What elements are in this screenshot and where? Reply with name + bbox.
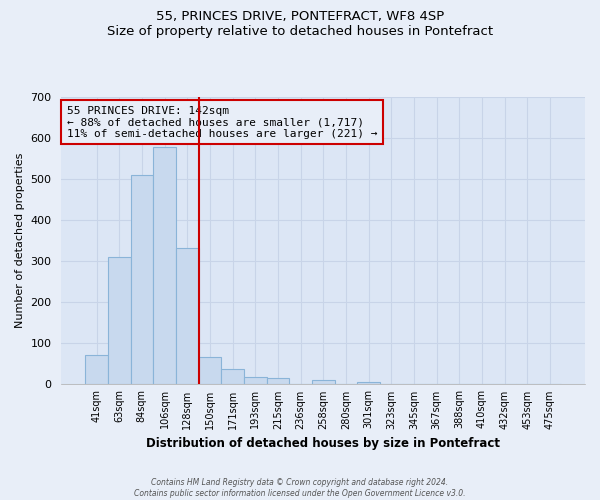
Y-axis label: Number of detached properties: Number of detached properties	[15, 153, 25, 328]
Text: 55, PRINCES DRIVE, PONTEFRACT, WF8 4SP
Size of property relative to detached hou: 55, PRINCES DRIVE, PONTEFRACT, WF8 4SP S…	[107, 10, 493, 38]
Bar	[312, 380, 335, 384]
X-axis label: Distribution of detached houses by size in Pontefract: Distribution of detached houses by size …	[146, 437, 500, 450]
Bar	[221, 369, 244, 384]
Bar	[244, 377, 266, 384]
Bar	[176, 248, 199, 384]
Text: Contains HM Land Registry data © Crown copyright and database right 2024.
Contai: Contains HM Land Registry data © Crown c…	[134, 478, 466, 498]
Bar	[357, 382, 380, 384]
Bar	[199, 356, 221, 384]
Text: 55 PRINCES DRIVE: 142sqm
← 88% of detached houses are smaller (1,717)
11% of sem: 55 PRINCES DRIVE: 142sqm ← 88% of detach…	[67, 106, 377, 139]
Bar	[85, 355, 108, 384]
Bar	[108, 257, 131, 384]
Bar	[266, 378, 289, 384]
Bar	[131, 175, 153, 384]
Bar	[153, 147, 176, 384]
